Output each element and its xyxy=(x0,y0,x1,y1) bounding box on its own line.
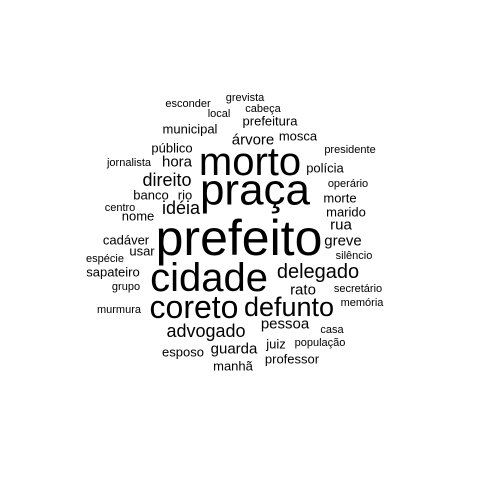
word-local: local xyxy=(208,108,231,120)
word-esposo: esposo xyxy=(162,345,204,360)
word-usar: usar xyxy=(129,244,155,259)
word-especie: espécie xyxy=(86,253,124,265)
word-guarda: guarda xyxy=(211,341,258,358)
word-cabeca: cabeça xyxy=(245,103,281,115)
word-defunto: defunto xyxy=(244,292,334,322)
word-greve: greve xyxy=(324,233,362,250)
word-prefeito: prefeito xyxy=(156,210,323,266)
word-municipal: municipal xyxy=(163,122,218,137)
word-morto: morto xyxy=(199,140,301,184)
word-advogado: advogado xyxy=(166,321,245,341)
word-pessoa: pessoa xyxy=(261,316,310,333)
word-sapateiro: sapateiro xyxy=(86,265,139,280)
word-centro: centro xyxy=(105,202,136,214)
word-publico: público xyxy=(151,141,192,156)
word-hora: hora xyxy=(162,154,193,171)
word-silencio: silêncio xyxy=(336,250,373,262)
word-casa: casa xyxy=(320,324,344,336)
word-professor: professor xyxy=(265,352,320,367)
word-arvore: árvore xyxy=(232,132,275,149)
word-morte: morte xyxy=(323,191,356,206)
word-secretario: secretário xyxy=(334,283,382,295)
word-cadaver: cadáver xyxy=(103,233,150,248)
word-banco: banco xyxy=(133,188,168,203)
word-ideia: idéia xyxy=(162,198,201,218)
word-rio: rio xyxy=(178,188,192,203)
word-grevista: grevista xyxy=(226,92,265,104)
word-presidente: presidente xyxy=(324,144,375,156)
word-manha: manhã xyxy=(213,359,254,374)
word-rua: rua xyxy=(330,217,352,234)
word-operario: operário xyxy=(328,178,368,190)
word-esconder: esconder xyxy=(165,98,211,110)
word-jornalista: jornalista xyxy=(106,157,152,169)
word-memoria: memória xyxy=(341,297,385,309)
word-mosca: mosca xyxy=(279,129,318,144)
word-populacao: população xyxy=(295,337,346,349)
word-rato: rato xyxy=(290,282,316,299)
word-cidade: cidade xyxy=(150,256,268,300)
word-murmura: murmura xyxy=(97,304,142,316)
word-delegado: delegado xyxy=(277,261,359,283)
word-direito: direito xyxy=(142,170,191,190)
word-policia: polícia xyxy=(306,161,344,176)
word-grupo: grupo xyxy=(112,281,140,293)
word-marido: marido xyxy=(326,205,366,220)
word-prefeitura: prefeitura xyxy=(243,114,299,129)
word-coreto: coreto xyxy=(150,289,239,325)
word-juiz: juiz xyxy=(265,337,286,352)
word-praca: praça xyxy=(200,166,311,215)
word-nome: nome xyxy=(122,209,155,224)
